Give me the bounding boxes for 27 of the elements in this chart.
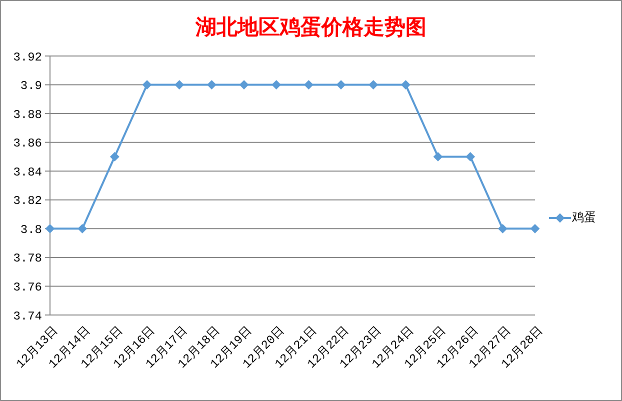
point: [466, 152, 475, 162]
point: [530, 224, 540, 234]
y-tick-label: 3.82: [13, 194, 42, 208]
y-tick-label: 3.86: [13, 136, 42, 151]
point: [78, 224, 87, 234]
y-tick-label: 3.78: [13, 252, 42, 266]
point: [304, 80, 314, 90]
y-tick-label: 3.88: [13, 108, 42, 122]
point: [207, 80, 216, 90]
y-tick-label: 3.84: [13, 165, 42, 180]
point: [142, 80, 152, 90]
y-tick-label: 3.9: [20, 79, 42, 94]
chart-title: 湖北地区鸡蛋价格走势图: [194, 13, 428, 41]
y-tick-label: 3.92: [13, 50, 42, 64]
y-tick-label: 3.74: [13, 309, 42, 324]
point: [336, 80, 346, 90]
point: [240, 80, 248, 90]
point: [110, 152, 120, 162]
legend-label: 鸡蛋: [572, 210, 596, 226]
y-tick-label: 3.8: [20, 222, 42, 237]
point: [401, 80, 410, 90]
point: [368, 80, 378, 90]
point: [174, 80, 184, 90]
point: [434, 152, 442, 162]
point: [498, 224, 508, 234]
y-tick-label: 3.76: [13, 280, 42, 294]
point: [272, 80, 281, 90]
